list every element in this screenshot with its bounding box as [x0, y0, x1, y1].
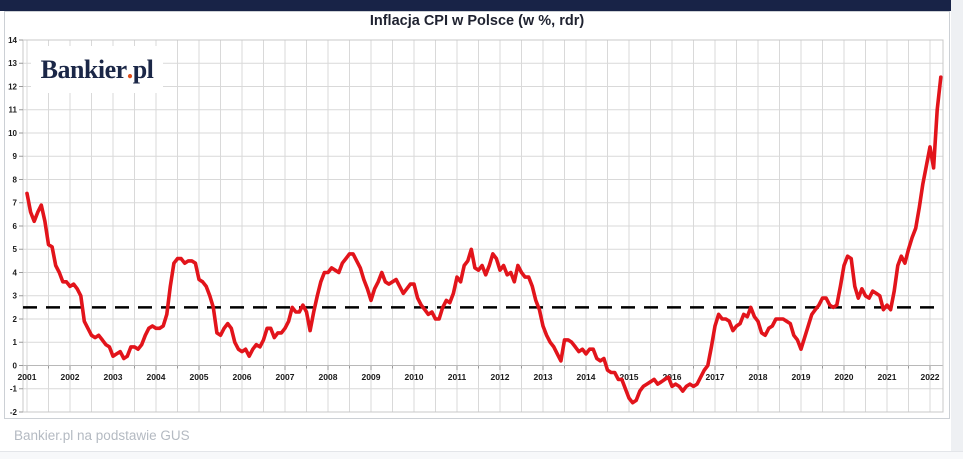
- bankier-logo-text: Bankier: [40, 54, 128, 84]
- source-caption-row: Bankier.pl na podstawie GUS: [0, 419, 951, 451]
- top-navigation-bar: [0, 0, 951, 11]
- chart-title: Inflacja CPI w Polsce (w %, rdr): [369, 13, 585, 29]
- bankier-logo-suffix: pl: [132, 54, 154, 84]
- horizontal-divider: [0, 451, 963, 452]
- bottom-strip: [0, 452, 963, 459]
- bankier-logo: Bankier. pl: [31, 46, 163, 93]
- source-caption-text: Bankier.pl na podstawie GUS: [14, 427, 190, 443]
- page-background-strip: [951, 0, 963, 452]
